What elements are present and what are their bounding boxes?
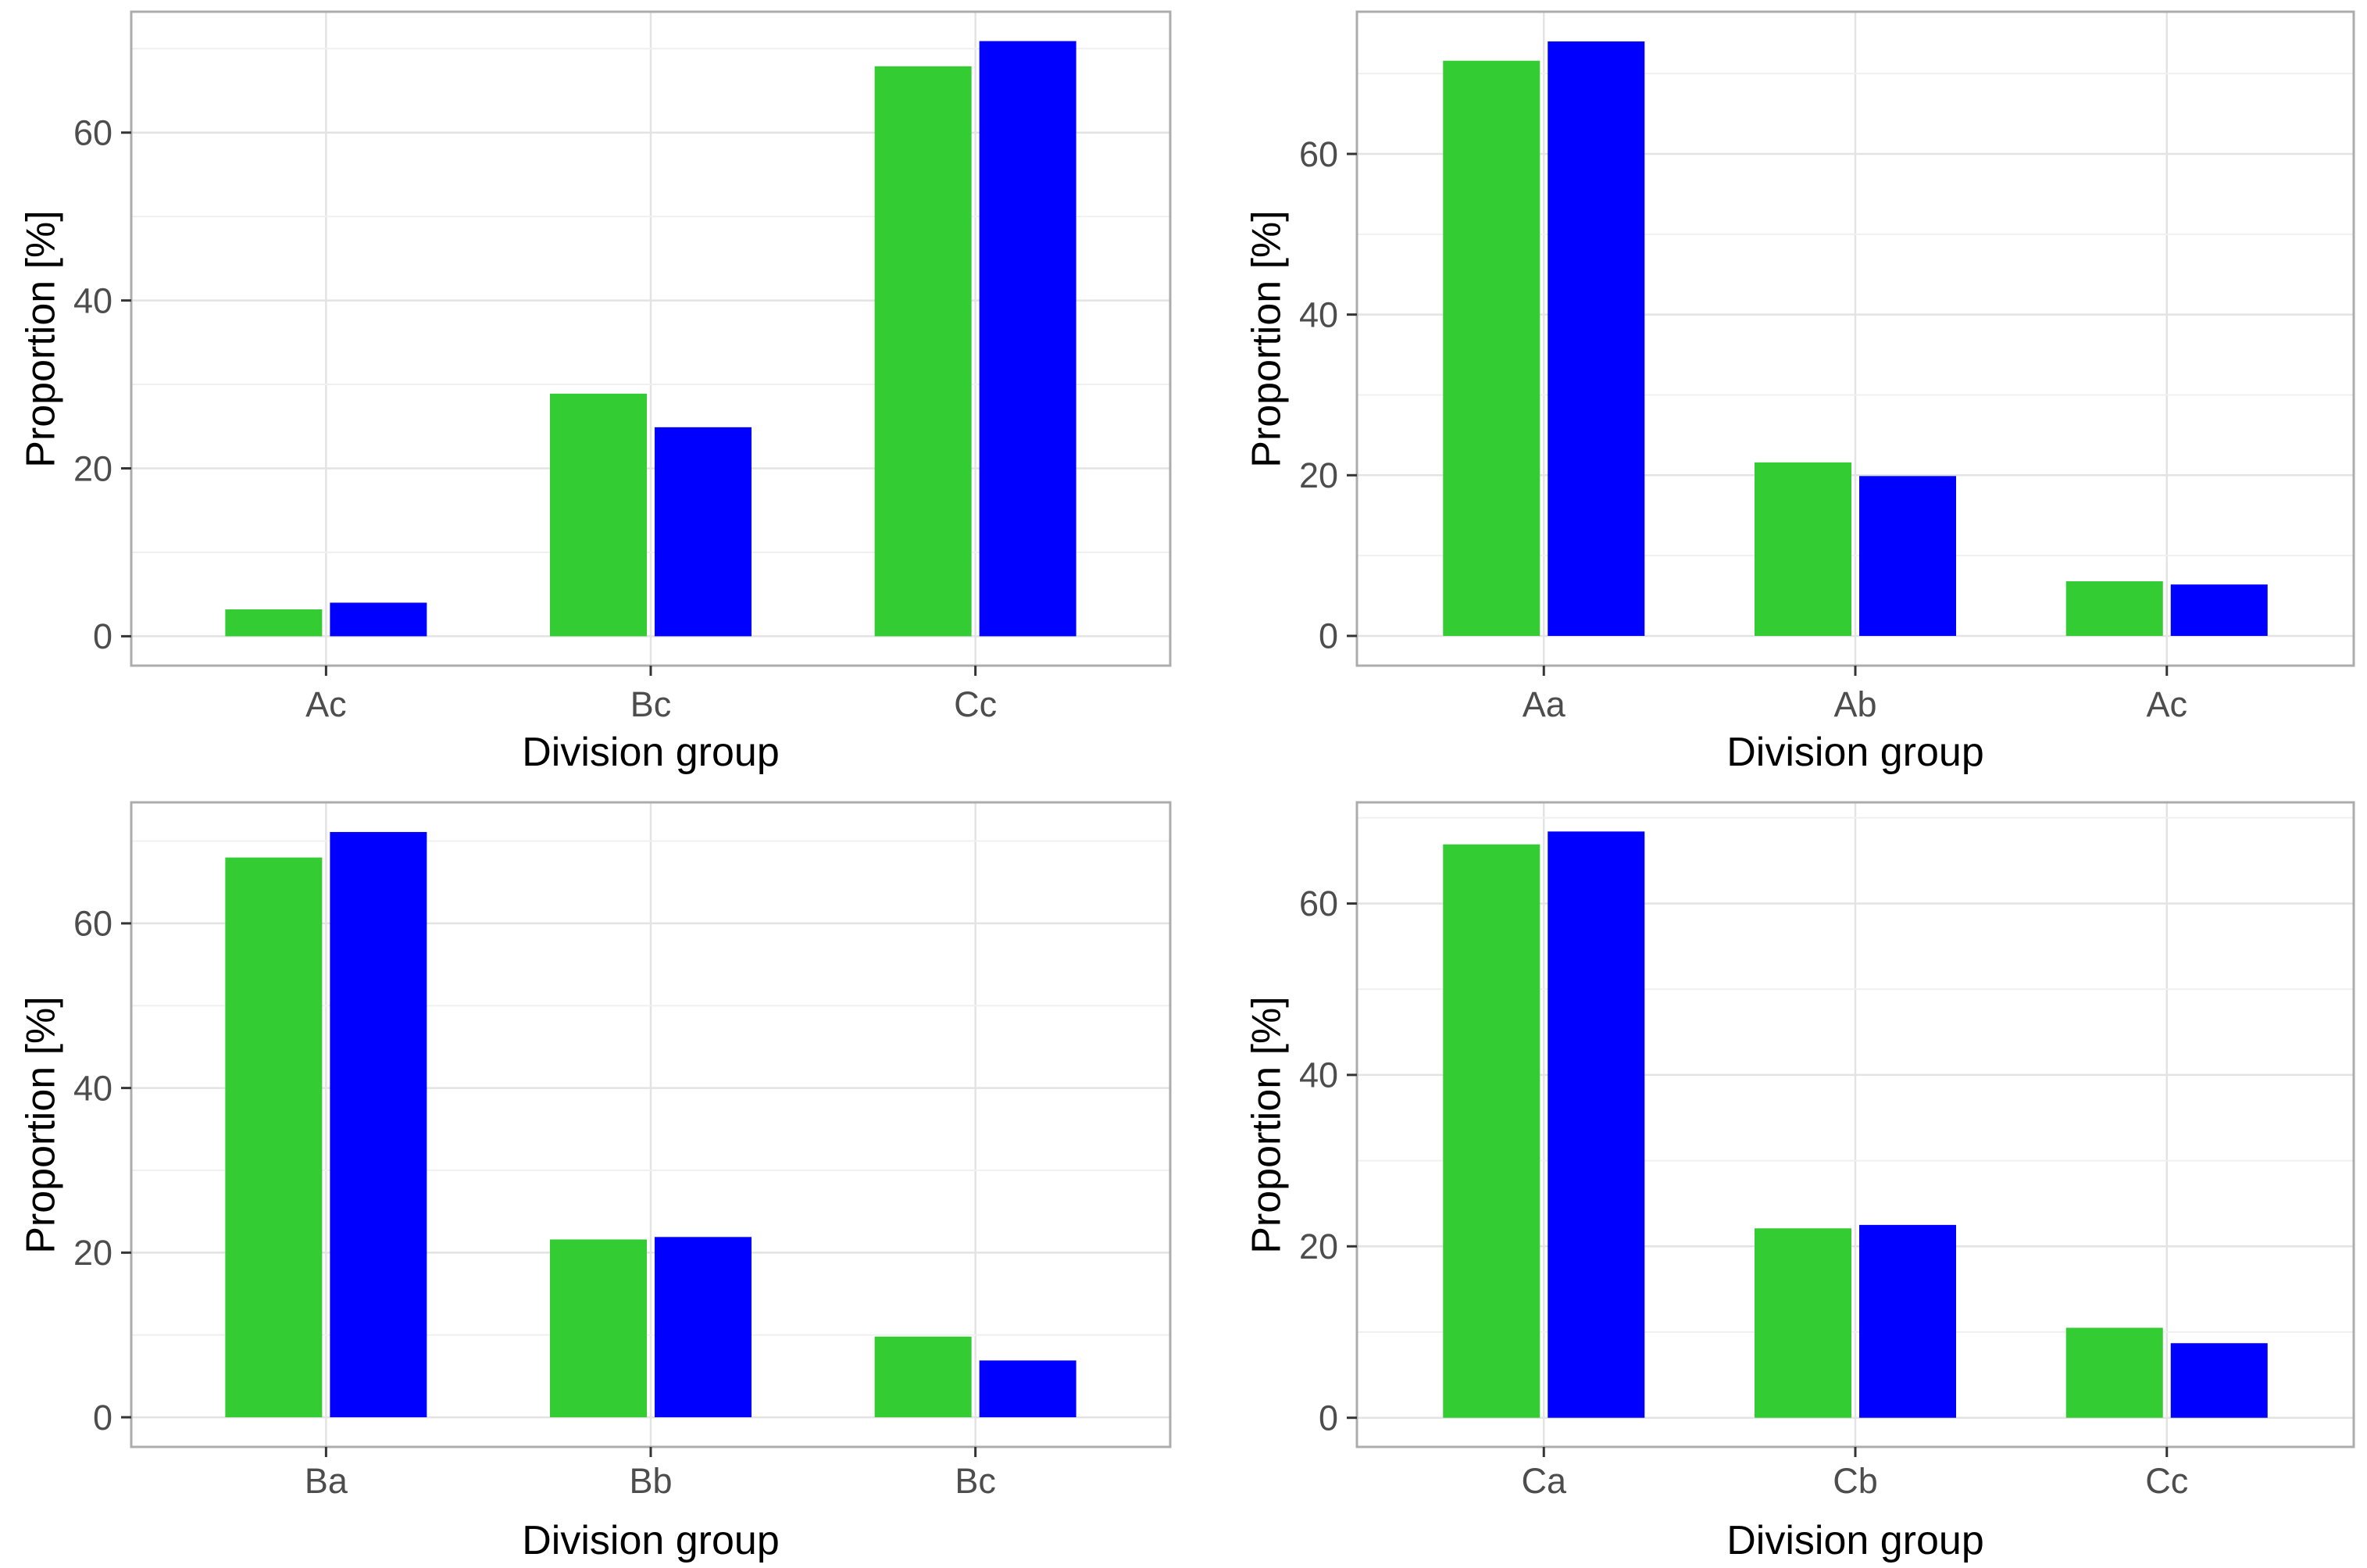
x-category-label-Cc: Cc	[954, 684, 997, 724]
bar-blue-Cc	[979, 41, 1076, 637]
bar-green-Cc	[2065, 1327, 2163, 1418]
bar-green-Ac	[2065, 581, 2163, 636]
y-tick-label-0: 0	[93, 1398, 112, 1438]
y-axis-title: Proportion [%]	[18, 995, 63, 1254]
chart-bottom-left-plot: 0 20 40 60 Ba Bb Bc	[73, 801, 1172, 1501]
bar-green-Ab	[1755, 462, 1851, 636]
bar-blue-Bc	[979, 1360, 1076, 1418]
chart-bottom-left: 0 20 40 60 Ba Bb Bc Proportion [%] Division gr…	[0, 784, 1184, 1566]
chart-top-right-plot: 0 20 40 60 Aa Ab Ac	[1299, 10, 2355, 724]
x-category-label-Ba: Ba	[305, 1461, 348, 1501]
bar-green-Ca	[1443, 844, 1541, 1418]
chart-top-left-plot: 0 20 40 60 Ac Bc Cc	[73, 10, 1172, 724]
x-axis-title: Division group	[1726, 730, 1984, 775]
x-category-label-Bc: Bc	[630, 684, 672, 724]
bar-green-Bb	[550, 1239, 647, 1418]
bar-blue-Cc	[2170, 1343, 2268, 1418]
x-category-label-Bb: Bb	[629, 1461, 672, 1501]
x-axis-title: Division group	[522, 1518, 780, 1563]
x-category-label-Ca: Ca	[1521, 1461, 1566, 1501]
x-category-label-Ac: Ac	[2146, 684, 2187, 724]
y-tick-label-0: 0	[1319, 1398, 1338, 1438]
y-tick-label-20: 20	[73, 448, 112, 488]
y-tick-label-20: 20	[1299, 455, 1338, 495]
bar-green-Cb	[1755, 1228, 1851, 1418]
x-axis-title: Division group	[1726, 1518, 1984, 1563]
chart-bottom-right-plot: 0 20 40 60 Ca Cb Cc	[1299, 801, 2355, 1501]
x-category-label-Cb: Cb	[1833, 1461, 1878, 1501]
x-category-label-Ac: Ac	[305, 684, 347, 724]
chart-top-left: 0 20 40 60 Ac Bc Cc Proportion [%] Division gr…	[0, 0, 1184, 783]
x-category-label-Bc: Bc	[955, 1461, 996, 1501]
y-tick-label-40: 40	[73, 280, 112, 320]
y-tick-label-40: 40	[73, 1068, 112, 1108]
y-tick-label-40: 40	[1299, 1055, 1338, 1095]
bar-blue-Cb	[1859, 1224, 1956, 1418]
y-tick-label-20: 20	[73, 1233, 112, 1273]
bar-blue-Ba	[330, 831, 427, 1418]
y-tick-label-60: 60	[1299, 884, 1338, 923]
bar-blue-Ac	[330, 602, 427, 637]
y-axis-title: Proportion [%]	[1244, 995, 1289, 1254]
bar-green-Aa	[1443, 60, 1541, 636]
x-axis-title: Division group	[522, 730, 780, 775]
x-category-label-Aa: Aa	[1523, 684, 1566, 724]
bar-green-Ac	[225, 609, 323, 637]
bar-green-Bc	[874, 1336, 972, 1418]
y-tick-label-20: 20	[1299, 1227, 1338, 1266]
bar-blue-Ab	[1859, 476, 1956, 636]
bar-blue-Aa	[1548, 41, 1645, 636]
bar-blue-Ca	[1548, 831, 1645, 1418]
y-axis-title: Proportion [%]	[1244, 209, 1289, 468]
chart-top-right: 0 20 40 60 Aa Ab Ac Proportion [%] Division gr…	[1184, 0, 2367, 783]
bar-green-Ba	[225, 857, 323, 1418]
chart-bottom-right: 0 20 40 60 Ca Cb Cc Proportion [%] Division gr…	[1184, 784, 2367, 1566]
y-tick-label-40: 40	[1299, 295, 1338, 334]
bar-green-Bc	[550, 393, 647, 637]
x-category-label-Ab: Ab	[1833, 684, 1876, 724]
y-tick-label-60: 60	[73, 904, 112, 944]
y-axis-title: Proportion [%]	[18, 209, 63, 468]
y-tick-label-60: 60	[1299, 134, 1338, 174]
bar-blue-Ac	[2170, 584, 2268, 636]
x-category-label-Cc: Cc	[2145, 1461, 2188, 1501]
bar-blue-Bc	[655, 427, 752, 637]
bar-blue-Bb	[655, 1237, 752, 1418]
y-tick-label-60: 60	[73, 113, 112, 152]
y-tick-label-0: 0	[1319, 616, 1338, 656]
y-tick-label-0: 0	[93, 616, 112, 656]
bar-green-Cc	[874, 66, 972, 637]
